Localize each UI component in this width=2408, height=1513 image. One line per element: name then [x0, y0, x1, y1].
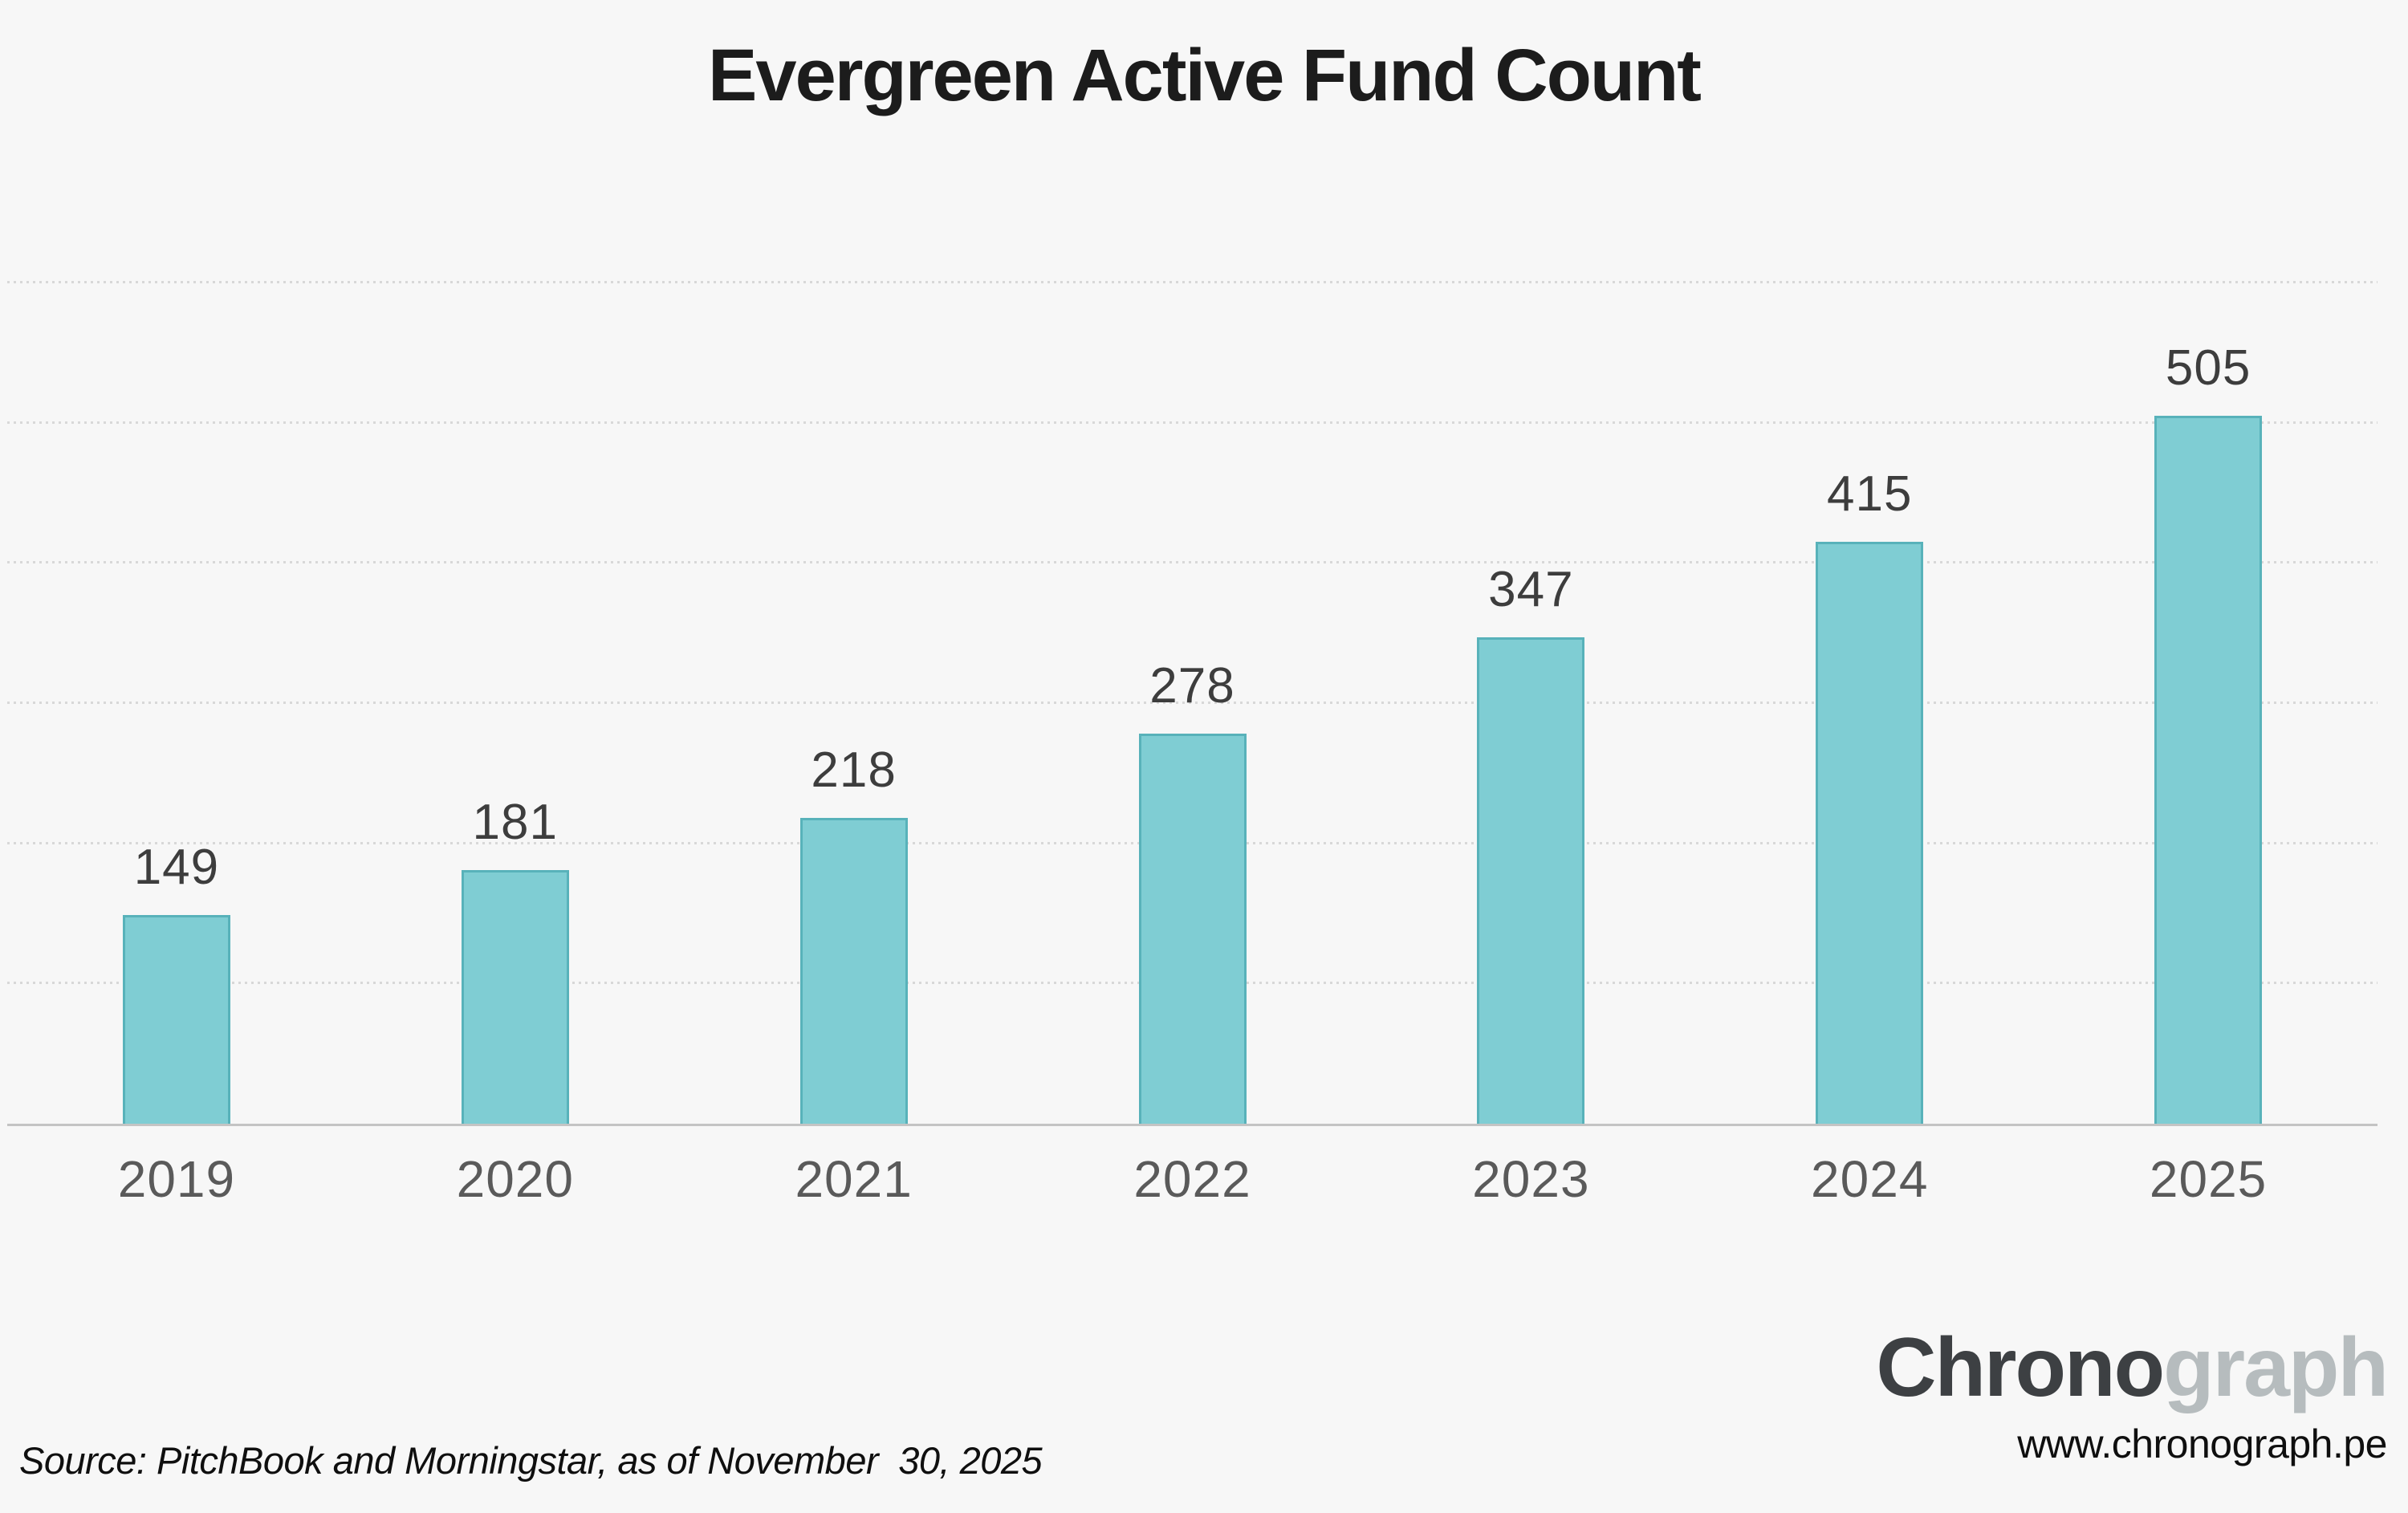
x-axis-label-2021: 2021 [795, 1150, 913, 1208]
bar-2024 [1816, 542, 1924, 1124]
x-axis-label-2022: 2022 [1133, 1150, 1251, 1208]
logo-part-graph: graph [2163, 1321, 2389, 1414]
bar-2022 [1138, 734, 1247, 1124]
gridline-300 [7, 702, 2377, 704]
value-label-2023: 347 [1488, 561, 1574, 617]
gridline-500 [7, 421, 2377, 424]
x-axis-label-2025: 2025 [2149, 1150, 2268, 1208]
bar-2025 [2154, 415, 2263, 1124]
chart-title: Evergreen Active Fund Count [708, 35, 1702, 116]
bar-2020 [461, 869, 569, 1124]
x-axis-label-2024: 2024 [1811, 1150, 1929, 1208]
bar-slot-2021: 218 [685, 283, 1023, 1124]
x-axis-label-2020: 2020 [456, 1150, 574, 1208]
gridline-400 [7, 561, 2377, 564]
value-label-2021: 218 [811, 742, 897, 799]
bar-slot-2022: 278 [1023, 283, 1362, 1124]
value-label-2022: 278 [1149, 658, 1235, 714]
bar-slot-2019: 149 [7, 283, 346, 1124]
gridline-600 [7, 281, 2377, 283]
plot-area: 149 181 218 278 347 415 505 [7, 281, 2377, 1126]
bar-2021 [799, 818, 908, 1124]
x-axis: 2019 2020 2021 2022 2023 2024 2025 [7, 1149, 2377, 1209]
value-label-2019: 149 [133, 839, 220, 895]
bar-slot-2024: 415 [1700, 283, 2039, 1124]
bar-2023 [1477, 637, 1585, 1124]
value-label-2024: 415 [1826, 466, 1913, 523]
bar-slot-2023: 347 [1361, 283, 1700, 1124]
source-note: Source: PitchBook and Morningstar, as of… [19, 1439, 1043, 1482]
value-label-2025: 505 [2165, 340, 2251, 396]
bar-slot-2025: 505 [2039, 283, 2377, 1124]
logo: Chronograph www.chronograph.pe [1876, 1326, 2389, 1467]
bars-layer: 149 181 218 278 347 415 505 [7, 283, 2377, 1124]
logo-url: www.chronograph.pe [2017, 1421, 2387, 1466]
x-axis-label-2023: 2023 [1472, 1150, 1590, 1208]
bar-2019 [122, 914, 230, 1124]
value-label-2020: 181 [472, 794, 559, 850]
logo-part-chrono: Chrono [1876, 1321, 2165, 1414]
logo-wordmark: Chronograph [1876, 1326, 2389, 1409]
x-axis-label-2019: 2019 [117, 1150, 236, 1208]
bar-slot-2020: 181 [346, 283, 685, 1124]
